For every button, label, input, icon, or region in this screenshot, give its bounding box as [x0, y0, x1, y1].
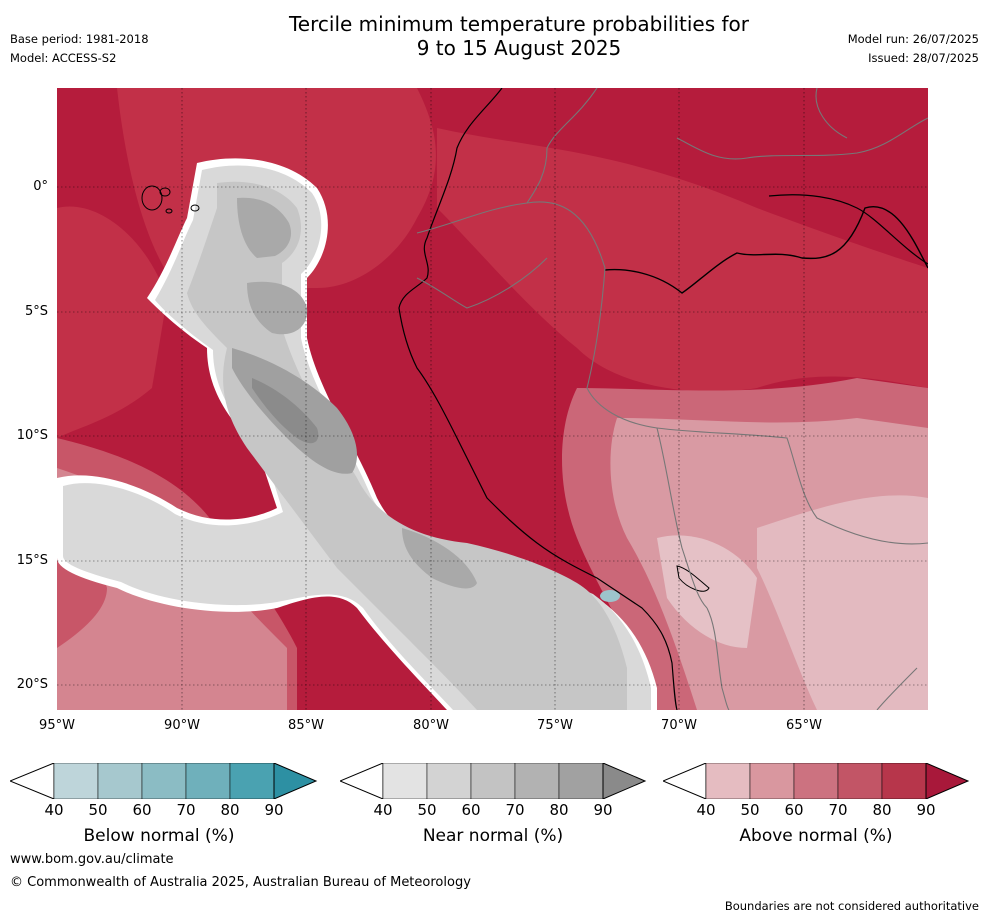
- cb-near-tick-90: 90: [593, 801, 613, 819]
- amazon-river-upper: [768, 194, 928, 265]
- region-near-normal-70: [252, 378, 319, 444]
- gridlines: [57, 88, 928, 710]
- cb-above-tick-80: 80: [872, 801, 892, 819]
- cb-below-tick-80: 80: [220, 801, 240, 819]
- boundary-disclaimer: Boundaries are not considered authoritat…: [724, 899, 979, 913]
- region-above-40-se: [757, 495, 928, 710]
- lon-label-70w: 70°W: [661, 718, 697, 733]
- lat-label-15s: 15°S: [16, 553, 48, 568]
- title-line-1: Tercile minimum temperature probabilitie…: [288, 12, 750, 36]
- cb-below-tick-40: 40: [44, 801, 64, 819]
- cb-near-label: Near normal (%): [422, 826, 564, 846]
- lon-label-65w: 65°W: [786, 718, 822, 733]
- cb-near-tick-50: 50: [417, 801, 437, 819]
- cb-below-tick-60: 60: [132, 801, 152, 819]
- probability-map: [57, 88, 928, 710]
- base-period: Base period: 1981-2018: [10, 32, 149, 46]
- region-above-40-altiplano: [657, 535, 757, 648]
- copyright-text: © Commonwealth of Australia 2025, Austra…: [10, 875, 471, 890]
- region-near-normal-60: [237, 197, 292, 258]
- cb-near-tick-70: 70: [505, 801, 525, 819]
- colorbar-near-normal: [340, 763, 647, 799]
- lat-label-20s: 20°S: [16, 677, 48, 692]
- cb-below-label: Below normal (%): [83, 826, 235, 846]
- website-link[interactable]: www.bom.gov.au/climate: [10, 852, 174, 867]
- region-near-normal-60b: [247, 281, 308, 335]
- cb-near-tick-40: 40: [373, 801, 393, 819]
- model-name: Model: ACCESS-S2: [10, 51, 117, 65]
- cb-near-tick-60: 60: [461, 801, 481, 819]
- cb-below-tick-50: 50: [88, 801, 108, 819]
- cb-near-tick-80: 80: [549, 801, 569, 819]
- lat-label-5s: 5°S: [24, 304, 48, 319]
- colorbar-below-normal: [10, 763, 318, 799]
- map-title: Tercile minimum temperature probabilitie…: [194, 12, 844, 60]
- galapagos-islands: [141, 185, 200, 214]
- lon-label-75w: 75°W: [537, 718, 573, 733]
- lon-label-85w: 85°W: [288, 718, 324, 733]
- region-near-normal-60d: [402, 528, 477, 589]
- coastline: [398, 88, 678, 710]
- meta-right: Model run: 26/07/2025 Issued: 28/07/2025: [848, 30, 979, 68]
- model-run: Model run: 26/07/2025: [847, 32, 979, 46]
- meta-left: Base period: 1981-2018 Model: ACCESS-S2: [10, 30, 149, 68]
- cb-below-tick-90: 90: [264, 801, 284, 819]
- region-near-normal-50: [187, 181, 627, 710]
- amazon-river: [604, 206, 928, 294]
- cb-above-tick-60: 60: [784, 801, 804, 819]
- lat-label-0: 0°: [33, 179, 48, 194]
- region-above-80-land: [437, 128, 928, 392]
- region-above-80-west: [57, 206, 167, 438]
- issued-date: Issued: 28/07/2025: [868, 51, 979, 65]
- cb-below-tick-70: 70: [176, 801, 196, 819]
- region-below-40: [600, 590, 620, 602]
- lon-label-95w: 95°W: [39, 718, 75, 733]
- cb-above-tick-50: 50: [740, 801, 760, 819]
- country-borders: [416, 88, 928, 710]
- lon-label-90w: 90°W: [164, 718, 200, 733]
- lat-label-10s: 10°S: [16, 428, 48, 443]
- title-line-2: 9 to 15 August 2025: [416, 36, 622, 60]
- colorbar-above-normal: [663, 763, 970, 799]
- lon-label-80w: 80°W: [413, 718, 449, 733]
- lake-titicaca: [676, 565, 710, 592]
- cb-above-tick-40: 40: [696, 801, 716, 819]
- cb-above-label: Above normal (%): [739, 826, 893, 846]
- cb-above-tick-90: 90: [916, 801, 936, 819]
- cb-above-tick-70: 70: [828, 801, 848, 819]
